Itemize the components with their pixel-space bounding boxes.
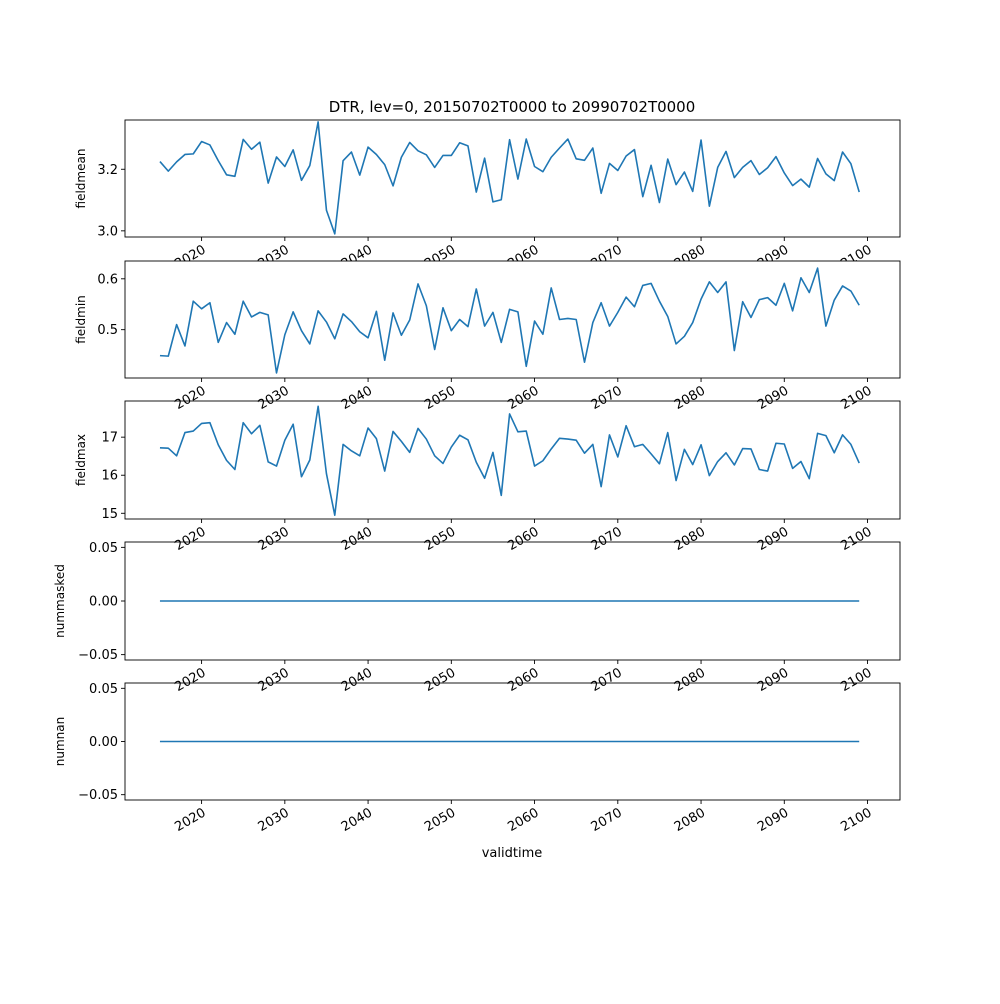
y-tick-label: 0.05 <box>89 541 118 556</box>
y-tick-label: 3.2 <box>97 163 118 178</box>
y-tick-label: 16 <box>101 469 118 484</box>
x-tick-label: 2050 <box>422 805 458 835</box>
y-tick-label: 0.6 <box>97 272 118 287</box>
chart-title: DTR, lev=0, 20150702T0000 to 20990702T00… <box>329 98 696 116</box>
x-tick-label: 2090 <box>755 805 791 835</box>
x-tick-label: 2060 <box>505 805 541 835</box>
y-tick-label: −0.05 <box>78 648 118 663</box>
y-tick-label: 15 <box>101 507 118 522</box>
y-axis-label: numnan <box>53 717 67 766</box>
chart-panels: fieldmean 3.0 3.2 2020 2030 2040 2050 2060 2070 2… <box>53 119 901 835</box>
y-tick-label: −0.05 <box>78 788 118 803</box>
y-tick-label: 0.5 <box>97 323 118 338</box>
axes-frame <box>124 260 901 379</box>
x-tick-label: 2040 <box>339 805 375 835</box>
y-tick-label: 17 <box>101 431 118 446</box>
y-axis-label: nummasked <box>53 564 67 638</box>
x-axis-label: validtime <box>482 846 543 861</box>
y-tick-label: 0.00 <box>89 735 118 750</box>
series-line-fieldmax <box>159 405 860 516</box>
x-tick-label: 2100 <box>838 805 874 835</box>
x-tick-label: 2070 <box>589 805 625 835</box>
series-line-fieldmin <box>159 267 860 374</box>
y-tick-label: 0.00 <box>89 595 118 610</box>
x-tick-label: 2080 <box>672 805 708 835</box>
axes-background <box>125 261 900 378</box>
axes-frame <box>124 400 901 520</box>
y-tick-label: 0.05 <box>89 682 118 697</box>
y-axis-label: fieldmean <box>74 149 88 209</box>
y-axis-label: fieldmax <box>74 434 88 486</box>
x-tick-label: 2030 <box>256 805 292 835</box>
series-line-fieldmean <box>159 121 860 235</box>
y-axis-label: fieldmin <box>74 295 88 344</box>
axes-frame <box>124 119 901 238</box>
y-tick-label: 3.0 <box>97 224 118 239</box>
x-tick-label: 2020 <box>172 805 208 835</box>
